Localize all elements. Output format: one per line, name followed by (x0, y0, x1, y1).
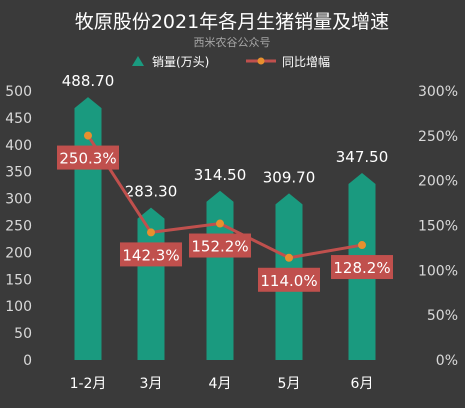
x-tick-label: 5月 (278, 376, 301, 392)
right-tick-label: 200% (418, 174, 458, 190)
x-tick-label: 4月 (209, 376, 232, 392)
growth-value-label: 128.2% (333, 259, 390, 277)
left-tick-label: 150 (5, 272, 32, 288)
left-tick-label: 50 (14, 326, 32, 342)
growth-label-box (57, 145, 119, 170)
right-tick-label: 300% (418, 84, 458, 100)
legend: 销量(万头) 同比增幅 (132, 54, 330, 69)
bar-value-label: 347.50 (336, 148, 389, 166)
legend-marker-swatch (257, 57, 265, 65)
chart-title: 牧原股份2021年各月生猪销量及增速 (75, 11, 389, 33)
line-data-labels: 250.3% 142.3% 152.2% 114.0% 128.2% (57, 145, 393, 292)
left-tick-label: 200 (5, 245, 32, 261)
right-axis: 0% 50% 100% 150% 200% 250% 300% (418, 84, 458, 369)
x-tick-label: 3月 (140, 376, 163, 392)
left-tick-label: 0 (23, 353, 32, 369)
left-tick-label: 250 (5, 219, 32, 235)
legend-bar-swatch (132, 56, 144, 66)
legend-label-sales: 销量(万头) (152, 55, 209, 69)
growth-label-box (331, 255, 393, 280)
growth-value-label: 250.3% (59, 150, 116, 168)
chart-subtitle: 西米农谷公众号 (194, 35, 271, 49)
left-tick-label: 350 (5, 165, 32, 181)
x-axis: 1-2月 3月 4月 5月 6月 (70, 376, 374, 392)
right-tick-label: 50% (427, 308, 458, 324)
growth-point (147, 228, 155, 237)
bar-data-labels: 488.70 283.30 314.50 309.70 347.50 (62, 72, 389, 201)
right-tick-label: 250% (418, 129, 458, 145)
left-tick-label: 500 (5, 84, 32, 100)
bar-value-label: 314.50 (194, 166, 247, 184)
growth-label-box (120, 242, 182, 267)
left-axis: 0 50 100 150 200 250 300 350 400 450 500 (5, 84, 32, 369)
right-tick-label: 100% (418, 263, 458, 279)
growth-label-box (258, 267, 320, 292)
bar-value-label: 309.70 (263, 168, 316, 186)
bar-value-label: 283.30 (125, 183, 178, 201)
bar-value-label: 488.70 (62, 72, 115, 90)
growth-point (358, 241, 366, 250)
right-tick-label: 150% (418, 219, 458, 235)
legend-label-growth: 同比增幅 (282, 54, 330, 69)
growth-value-label: 152.2% (191, 238, 248, 256)
left-tick-label: 100 (5, 299, 32, 315)
x-tick-label: 6月 (351, 376, 374, 392)
left-tick-label: 450 (5, 111, 32, 127)
legend-item-growth: 同比增幅 (246, 54, 330, 69)
bar (206, 190, 234, 360)
growth-value-label: 114.0% (260, 272, 317, 290)
growth-value-label: 142.3% (122, 246, 179, 264)
growth-point (84, 131, 92, 140)
left-tick-label: 300 (5, 192, 32, 208)
growth-label-box (189, 233, 251, 258)
left-tick-label: 400 (5, 138, 32, 154)
growth-point (216, 219, 224, 228)
x-tick-label: 1-2月 (70, 376, 107, 392)
line-series (84, 131, 366, 262)
growth-point (285, 253, 293, 262)
legend-item-sales: 销量(万头) (132, 55, 209, 69)
right-tick-label: 0% (436, 353, 458, 369)
